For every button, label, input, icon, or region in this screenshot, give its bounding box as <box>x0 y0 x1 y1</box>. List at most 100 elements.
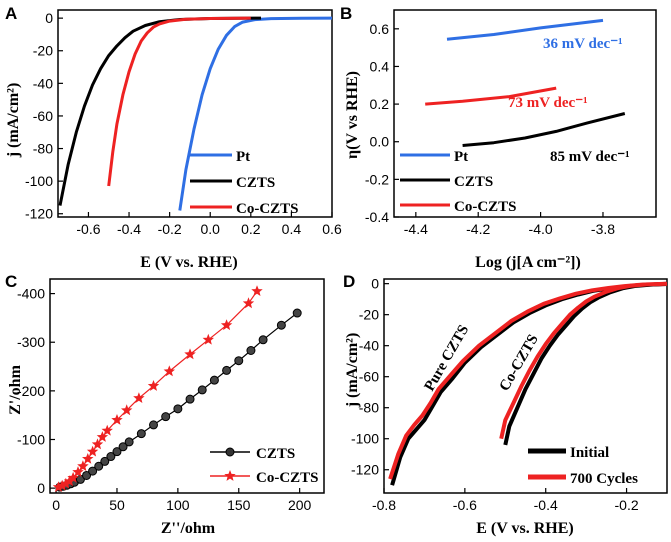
panel-b-series-pt <box>446 18 604 41</box>
panel-a-xtick-label: 0.6 <box>322 221 342 237</box>
panel-c-series-czts-point <box>88 466 98 476</box>
legend-label-czts: CZTS <box>256 446 295 462</box>
panel-c-series-czts-point <box>94 461 104 471</box>
panel-d-legend: Initial 700 Cycles <box>528 445 638 487</box>
panel-c-series-czts-point <box>276 320 286 330</box>
panel-c-xtick-label: 0 <box>52 497 60 513</box>
panel-c-series-czts-point <box>173 404 183 414</box>
panel-d-series-pure-czts-700-cycles <box>388 282 668 480</box>
panel-c-series-czts-point <box>258 335 268 345</box>
panel-b: B -4.4 -4.2 -4.0 -3.8 0.6 0.4 0.2 0.0 -0.2 -0.4 η… <box>340 4 657 271</box>
panel-c-series-co-czts-point <box>133 392 145 403</box>
panel-a-ytick-label: -40 <box>33 75 53 91</box>
panel-a-ytick-label: -20 <box>33 43 53 59</box>
panel-d-series-co-czts-initial <box>503 281 668 446</box>
panel-c-series-co-czts-point <box>72 466 84 477</box>
panel-c-series-co-czts-point <box>101 424 113 436</box>
panel-c-ytick-label: 0 <box>37 480 45 496</box>
panel-c-series-co-czts-point <box>202 333 214 345</box>
panel-c-legend: CZTS Co-CZTS <box>210 446 319 486</box>
panel-b-ytick-label: 0.6 <box>370 21 390 37</box>
legend-label-co-czts: Co-CZTS <box>256 470 319 486</box>
panel-d-xlabel: E (V vs. RHE) <box>476 520 574 537</box>
panel-c-series-czts-point <box>112 447 122 457</box>
panel-c-series-czts-point <box>100 456 110 466</box>
panel-c-series-czts-point <box>82 470 92 480</box>
panel-b-ytick-label: 0.2 <box>370 96 390 112</box>
panel-d-series-co-czts-700-cycles <box>499 281 668 440</box>
panel-b-xtick-label: -3.8 <box>591 221 615 237</box>
panel-a-series-co-czts <box>107 16 251 187</box>
panel-c-series-czts-point <box>234 356 244 366</box>
legend-label-co-czts: Co-CZTS <box>454 199 517 215</box>
panel-d-plot: -0.8 -0.6 -0.4 -0.2 0 -20 -40 -60 -80 -100 -120 <box>351 276 668 513</box>
panel-b-frame <box>393 9 657 218</box>
legend-label-czts: CZTS <box>454 174 493 190</box>
panel-a-ylabel: j (mA/cm²) <box>5 83 22 159</box>
panel-c-letter: C <box>5 272 17 291</box>
panel-b-ytick-label: 0.0 <box>370 134 390 150</box>
panel-c-series-co-czts-point <box>163 365 175 377</box>
panel-d-ytick-label: -120 <box>351 462 379 478</box>
panel-a-ytick-label: -60 <box>33 108 53 124</box>
panel-a-series-pt <box>178 16 333 211</box>
panel-c-series-co-czts-point <box>82 453 94 464</box>
panel-c-series-co-czts-point <box>121 404 133 416</box>
panel-a-xtick-label: 0.2 <box>241 221 261 237</box>
panel-c-frame <box>49 278 325 494</box>
panel-b-xtick-label: -4.0 <box>529 221 553 237</box>
panel-b-xtick-label: -4.4 <box>404 221 428 237</box>
panel-c-xtick-label: 150 <box>227 497 251 513</box>
panel-b-ytick-label: -0.2 <box>365 171 389 187</box>
panel-a-frame <box>57 9 333 218</box>
panel-a-xtick-label: -0.6 <box>76 221 100 237</box>
panel-c-series-czts-point <box>124 437 134 447</box>
panel-d-xtick-label: -0.2 <box>615 497 639 513</box>
legend-label-czts: CZTS <box>236 175 275 191</box>
panel-c-ytick-label: -100 <box>17 432 45 448</box>
panel-b-series-czts <box>462 112 626 147</box>
panel-c-series-co-czts-point <box>56 479 68 491</box>
panel-a-ytick-label: 0 <box>45 10 53 26</box>
panel-c-series-czts-point <box>149 420 159 430</box>
legend-label-initial: Initial <box>570 445 609 461</box>
legend-label-pt: Pt <box>236 149 250 165</box>
panel-b-plot: -4.4 -4.2 -4.0 -3.8 0.6 0.4 0.2 0.0 -0.2 -0.4 <box>365 9 657 237</box>
panel-d-letter: D <box>343 272 355 291</box>
panel-a-xlabel: E (V vs. RHE) <box>140 254 238 271</box>
panel-d-xtick-label: -0.8 <box>372 497 396 513</box>
panel-a-ytick-label: -100 <box>25 173 53 189</box>
panel-c-series-czts-point <box>292 308 302 318</box>
panel-a-xtick-label: 0.0 <box>200 221 220 237</box>
panel-c-series-co-czts-point <box>67 471 79 483</box>
panel-c-ylabel: Z'/ohm <box>7 364 24 414</box>
panel-c-series-czts-point <box>246 345 256 355</box>
panel-d-xtick-label: -0.6 <box>453 497 477 513</box>
panel-b-ytick-label: 0.4 <box>370 58 390 74</box>
panel-c-series-czts-point <box>118 442 128 452</box>
panel-c-series-co-czts-point <box>184 348 196 360</box>
panel-d-ytick-label: 0 <box>371 276 379 292</box>
panel-a-xtick-label: -0.2 <box>158 221 182 237</box>
panel-d-ytick-label: -40 <box>359 338 379 354</box>
panel-a-ytick-label: -120 <box>25 206 53 222</box>
panel-c-series-czts-point <box>197 385 207 395</box>
legend-label-co-czts: Co-CZTS <box>236 201 299 217</box>
panel-a-xtick-label: 0.4 <box>282 221 302 237</box>
panel-c: C 0 50 100 150 200 0 -100 -200 -300 -400 Z'/ohm Z… <box>5 272 325 537</box>
panel-c-series-co-czts-point <box>60 477 72 489</box>
legend-marker-co-czts <box>224 470 236 481</box>
panel-b-ytick-label: -0.4 <box>365 209 389 225</box>
panel-b-legend: Pt CZTS Co-CZTS <box>400 149 517 215</box>
panel-c-series-co-czts-point <box>220 319 233 331</box>
panel-c-ytick-label: -300 <box>17 334 45 350</box>
panel-d-xtick-label: -0.4 <box>534 497 558 513</box>
panel-c-xtick-label: 50 <box>109 497 125 513</box>
slope-annotation-czts: 85 mV dec⁻¹ <box>550 149 630 165</box>
panel-c-series-co-czts-point <box>242 297 255 309</box>
panel-a-xtick-label: -0.4 <box>117 221 141 237</box>
panel-b-series-co-czts <box>425 86 557 106</box>
panel-c-plot: 0 50 100 150 200 0 -100 -200 -300 -400 <box>17 278 325 513</box>
panel-c-series-czts-point <box>222 365 232 375</box>
